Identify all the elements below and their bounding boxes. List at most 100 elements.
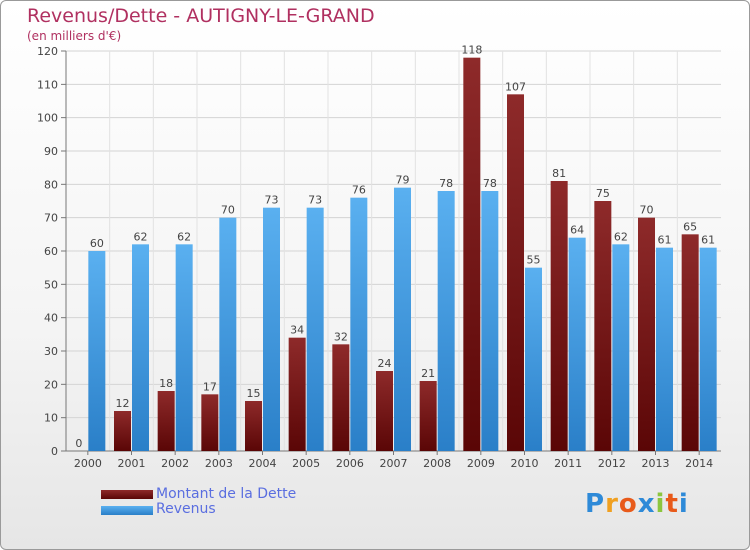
grid <box>66 50 721 452</box>
proxiti-logo: Proxiti <box>585 489 689 519</box>
bar-dette <box>638 217 655 451</box>
bar-revenus <box>88 251 106 451</box>
y-tick-label: 100 <box>37 112 58 125</box>
bar-revenus <box>132 244 149 451</box>
bar-revenus <box>394 187 411 451</box>
legend-swatch-revenus <box>101 506 153 515</box>
x-tick-label: 2006 <box>336 457 364 470</box>
y-tick-label: 10 <box>44 412 58 425</box>
y-tick-label: 80 <box>44 178 58 191</box>
x-tick-label: 2014 <box>685 457 713 470</box>
logo-letter: P <box>585 489 606 519</box>
bar-revenus <box>699 247 717 451</box>
data-label: 70 <box>221 204 235 217</box>
data-label: 17 <box>203 380 217 393</box>
chart-subtitle: (en milliers d'€) <box>27 29 122 43</box>
bar-revenus <box>437 191 455 451</box>
data-label: 62 <box>614 230 628 243</box>
data-labels: 0 60 12 62 18 62 17 70 15 73 34 73 32 76 24 79 21 78 118 78… <box>75 44 715 450</box>
bar-dette <box>594 201 612 451</box>
data-label: 65 <box>683 220 697 233</box>
bar-revenus <box>612 244 630 451</box>
data-label: 73 <box>308 194 322 207</box>
y-tick-label: 110 <box>37 78 58 91</box>
data-label: 78 <box>483 177 497 190</box>
bar-dette <box>332 344 350 451</box>
data-label: 78 <box>439 177 453 190</box>
x-tick-label: 2012 <box>598 457 626 470</box>
y-tick-label: 40 <box>44 312 58 325</box>
legend-swatch-debt <box>101 490 153 499</box>
y-tick-label: 60 <box>44 245 58 258</box>
data-label: 34 <box>290 324 304 337</box>
bar-revenus <box>263 207 280 451</box>
data-label: 73 <box>265 194 279 207</box>
logo-letter: t <box>665 489 679 519</box>
data-label: 18 <box>159 377 173 390</box>
data-label: 118 <box>461 44 482 57</box>
bar-dette <box>507 94 524 451</box>
bar-revenus <box>219 217 237 451</box>
data-label: 75 <box>596 187 610 200</box>
bar-dette <box>550 181 568 451</box>
x-tick-label: 2004 <box>249 457 277 470</box>
data-label: 12 <box>116 397 130 410</box>
bar-dette <box>201 394 219 451</box>
bar-dette <box>245 401 262 451</box>
logo-letter: r <box>605 489 619 519</box>
bar-revenus <box>525 267 542 451</box>
data-label: 62 <box>177 230 191 243</box>
logo-letter: o <box>618 489 638 519</box>
data-label: 107 <box>505 80 526 93</box>
y-tick-label: 30 <box>44 345 58 358</box>
bar-revenus <box>306 207 324 451</box>
bar-revenus <box>568 237 586 451</box>
y-tick-label: 120 <box>37 45 58 58</box>
bar-revenus <box>656 247 673 451</box>
x-tick-label: 2009 <box>467 457 495 470</box>
x-tick-label: 2000 <box>74 457 102 470</box>
bar-dette <box>376 371 393 451</box>
data-label: 60 <box>90 237 104 250</box>
data-label: 79 <box>396 174 410 187</box>
y-tick-label: 70 <box>44 212 58 225</box>
x-tick-label: 2007 <box>380 457 408 470</box>
data-label: 61 <box>658 234 672 247</box>
data-label: 62 <box>134 230 148 243</box>
data-label: 0 <box>75 437 82 450</box>
x-tick-label: 2011 <box>554 457 582 470</box>
data-label: 81 <box>552 167 566 180</box>
x-tick-label: 2003 <box>205 457 233 470</box>
data-label: 70 <box>640 204 654 217</box>
bars <box>88 57 717 452</box>
data-label: 61 <box>701 234 715 247</box>
bar-revenus <box>481 191 499 451</box>
logo-letter: i <box>678 489 689 519</box>
data-label: 64 <box>570 224 584 237</box>
x-tick-label: 2008 <box>423 457 451 470</box>
bar-dette <box>681 234 699 451</box>
bar-dette <box>157 391 175 451</box>
data-label: 32 <box>334 330 348 343</box>
legend-label-revenus: Revenus <box>156 501 216 517</box>
logo-letter: i <box>655 489 666 519</box>
chart-title: Revenus/Dette - AUTIGNY-LE-GRAND <box>27 5 375 27</box>
legend-label-debt: Montant de la Dette <box>156 486 297 502</box>
x-tick-label: 2001 <box>118 457 146 470</box>
bar-revenus <box>175 244 193 451</box>
data-label: 21 <box>421 367 435 380</box>
bar-dette <box>463 57 481 452</box>
x-tick-label: 2013 <box>642 457 670 470</box>
x-tick-label: 2010 <box>511 457 539 470</box>
x-tick-label: 2002 <box>161 457 189 470</box>
bar-revenus <box>350 197 368 451</box>
data-label: 76 <box>352 184 366 197</box>
y-tick-label: 90 <box>44 145 58 158</box>
logo-letter: x <box>637 489 656 519</box>
y-tick-label: 20 <box>44 378 58 391</box>
bar-dette <box>419 381 437 451</box>
axes: 0 10 20 30 40 50 60 70 80 90 100 110 120 2000 2001 2002… <box>37 45 721 470</box>
y-tick-label: 50 <box>44 278 58 291</box>
data-label: 24 <box>378 357 392 370</box>
